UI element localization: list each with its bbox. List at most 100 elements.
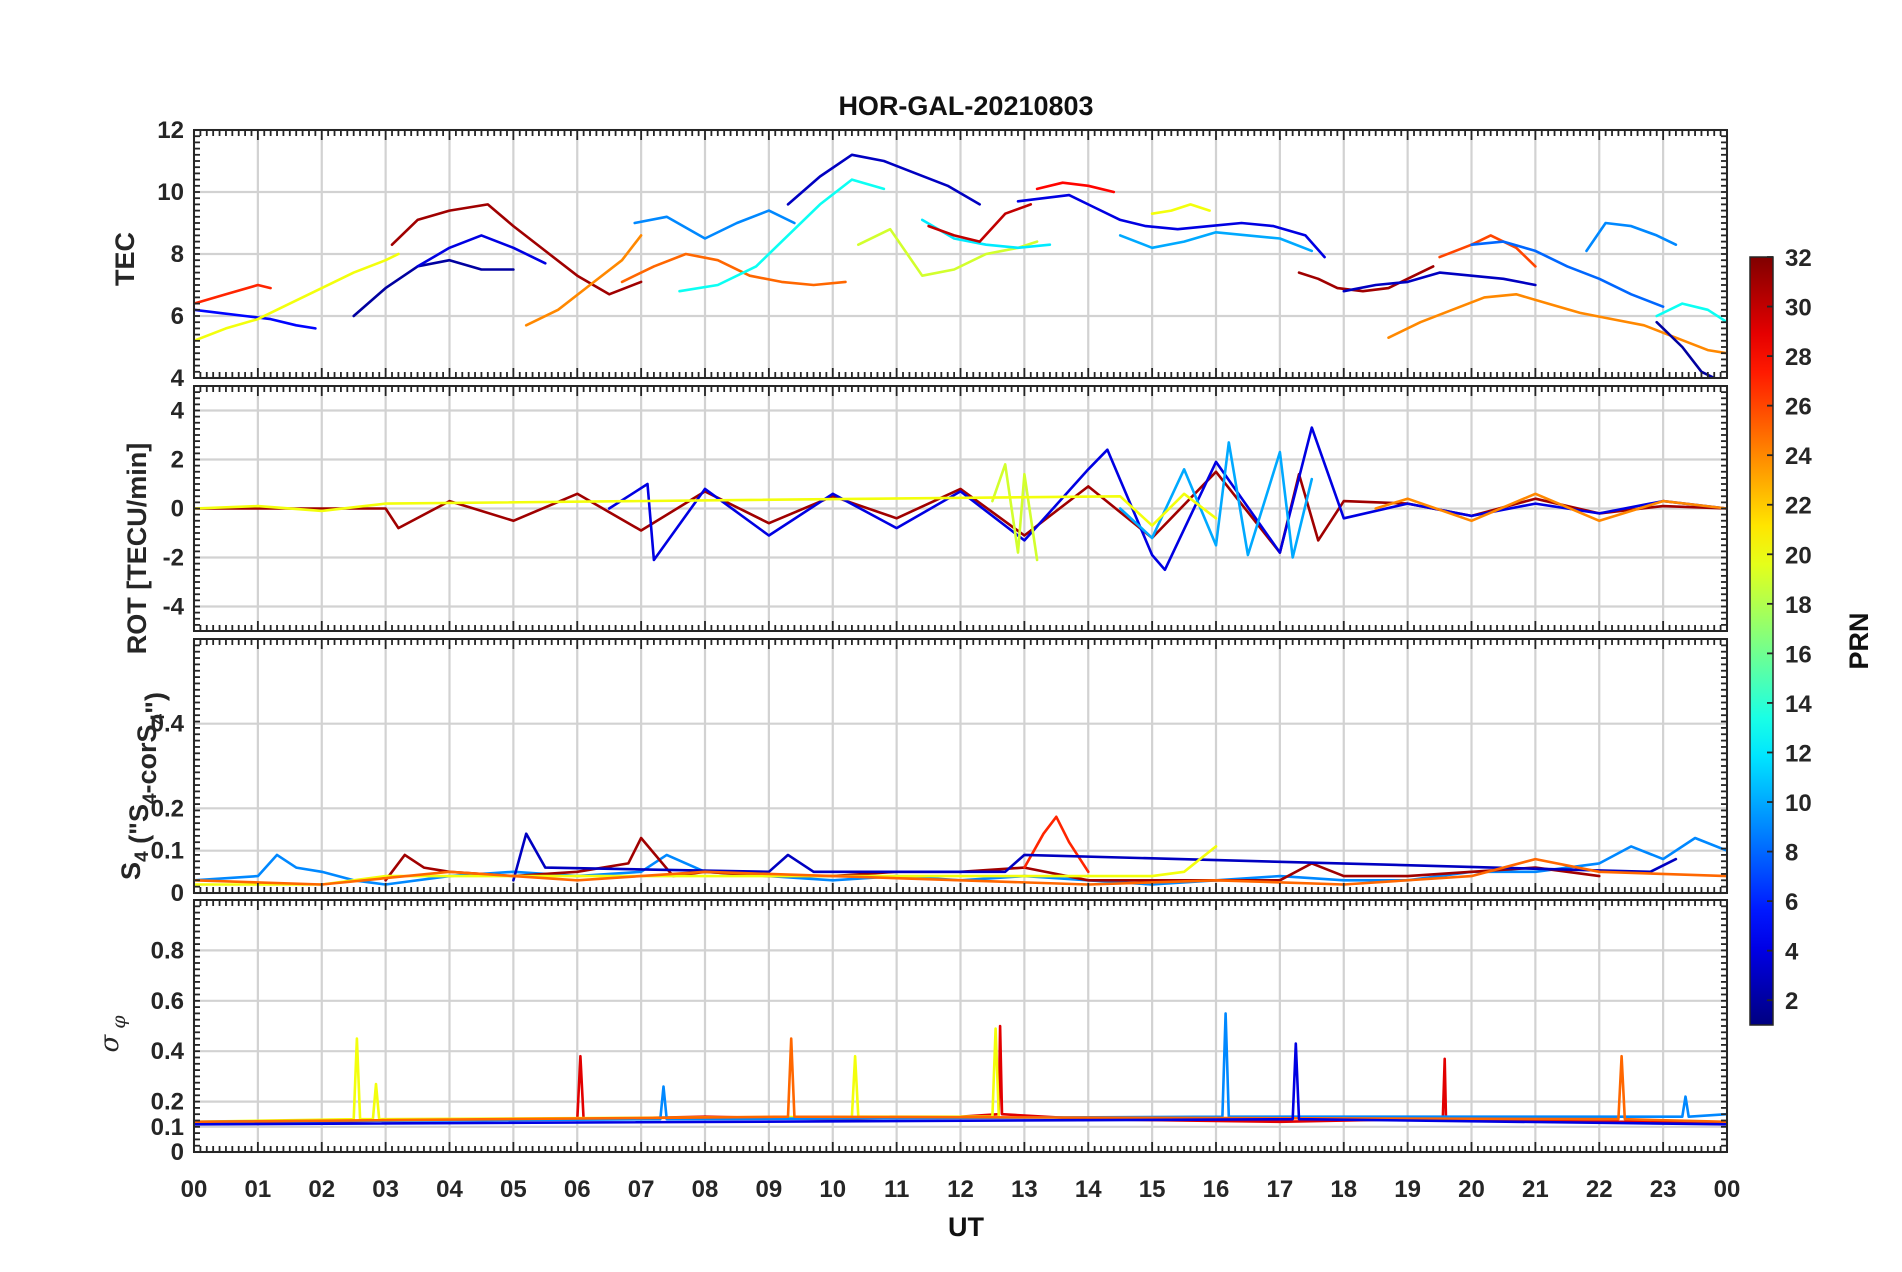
colorbar-tick-label: 4 [1785, 939, 1799, 966]
x-tick-label: 15 [1139, 1176, 1166, 1203]
y-axis-label-rot: ROT [TECU/min] [122, 443, 152, 654]
panel-frame [193, 129, 1728, 379]
series-line-prn-28 [1035, 181, 1116, 194]
colorbar-tick-label: 30 [1785, 295, 1812, 322]
panel-tec: 4 6 8 10 12 TEC [110, 117, 1729, 392]
series-line-prn-20 [194, 252, 400, 343]
x-tick-label: 13 [1011, 1176, 1038, 1203]
y-tick-label: 8 [171, 241, 184, 268]
x-tick-label: 05 [500, 1176, 527, 1203]
y-tick-label: -2 [163, 545, 184, 572]
x-axis-label: UT [948, 1212, 984, 1242]
series-line-prn-29 [194, 1024, 1727, 1124]
series-line-prn-20 [194, 1027, 1001, 1124]
series-line-prn-31 [1297, 265, 1435, 293]
y-tick-label: 0 [171, 880, 184, 907]
colorbar-tick-label: 22 [1785, 493, 1812, 520]
series-line-prn-4 [416, 234, 547, 268]
x-tick-label: 06 [564, 1176, 591, 1203]
panel-frame [193, 899, 1728, 1153]
colorbar-tick-label: 6 [1785, 889, 1798, 916]
x-tick-label: 21 [1522, 1176, 1549, 1203]
y-axis-label-sigma: σ φ [95, 1015, 130, 1053]
y-tick-label: 0.8 [151, 937, 184, 964]
y-tick-label: 0.1 [151, 1114, 184, 1141]
x-tick-label: 09 [756, 1176, 783, 1203]
x-tick-label: 02 [308, 1176, 335, 1203]
chart-title: HOR-GAL-20210803 [838, 91, 1093, 121]
series-group [194, 1012, 1727, 1126]
y-tick-label: 4 [171, 365, 185, 392]
series-line-prn-4 [1016, 193, 1326, 259]
y-tick-label: -4 [163, 594, 185, 621]
x-tick-label: 23 [1650, 1176, 1677, 1203]
y-tick-label: 0.6 [151, 988, 184, 1015]
colorbar-tick-label: 18 [1785, 592, 1812, 619]
x-tick-label: 17 [1267, 1176, 1294, 1203]
colorbar-tick-label: 24 [1785, 443, 1812, 470]
y-tick-label: 0 [171, 496, 184, 523]
y-tick-label: 0.4 [151, 1038, 185, 1065]
series-line-prn-20 [1150, 203, 1211, 215]
x-tick-label: 08 [692, 1176, 719, 1203]
panel-s4: 0 0.1 0.2 0.4S4 ("S4-corS4") [116, 638, 1729, 907]
series-line-prn-25 [620, 252, 847, 287]
x-tick-label: 16 [1203, 1176, 1230, 1203]
panel-frame [193, 638, 1728, 894]
x-tick-label: 07 [628, 1176, 655, 1203]
series-line-prn-30 [927, 203, 1033, 243]
y-tick-label: 0.2 [151, 795, 184, 822]
y-tick-label: 0.2 [151, 1089, 184, 1116]
y-axis-label-tec: TEC [110, 232, 140, 286]
series-line-prn-3 [786, 153, 982, 206]
x-tick-label: 10 [819, 1176, 846, 1203]
y-tick-label: 2 [171, 447, 184, 474]
x-tick-label: 03 [372, 1176, 399, 1203]
series-line-prn-24 [1387, 292, 1727, 355]
colorbar-tick-label: 26 [1785, 394, 1812, 421]
x-tick-label: 22 [1586, 1176, 1613, 1203]
colorbar-tick-label: 32 [1785, 245, 1812, 272]
series-line-prn-2 [1655, 320, 1718, 378]
x-tick-label: 19 [1394, 1176, 1421, 1203]
series-line-prn-20 [194, 845, 1218, 886]
y-tick-label: 12 [157, 117, 184, 144]
colorbar-tick-label: 8 [1785, 840, 1798, 867]
y-tick-label: 6 [171, 303, 184, 330]
series-line-prn-24 [1374, 492, 1727, 523]
series-group [194, 153, 1727, 378]
series-group [194, 815, 1727, 886]
series-line-prn-2 [352, 258, 515, 318]
x-tick-label: 04 [436, 1176, 463, 1203]
series-line-prn-19 [991, 463, 1039, 562]
y-tick-label: 0.1 [151, 838, 184, 865]
x-tick-label: 01 [245, 1176, 272, 1203]
series-line-prn-26 [1438, 234, 1537, 268]
x-tick-label: 20 [1458, 1176, 1485, 1203]
series-line-prn-27 [194, 283, 272, 305]
series-line-prn-3 [1342, 271, 1537, 293]
series-line-prn-3 [512, 832, 1678, 882]
series-line-prn-20 [194, 492, 1218, 527]
colorbar-tick-label: 2 [1785, 988, 1798, 1015]
colorbar-tick-label: 16 [1785, 641, 1812, 668]
x-tick-label: 11 [884, 1176, 909, 1203]
series-line-prn-25 [194, 1037, 1727, 1124]
series-line-prn-27 [1023, 815, 1090, 874]
series-line-prn-13 [1655, 302, 1727, 324]
y-tick-label: 10 [157, 179, 184, 206]
series-line-prn-25 [194, 857, 1727, 886]
colorbar-label: PRN [1844, 612, 1874, 669]
x-tick-label: 12 [947, 1176, 974, 1203]
series-line-prn-5 [194, 308, 317, 330]
y-axis-label-s4: S4 ("S4-corS4") [116, 692, 170, 880]
colorbar-tick-label: 12 [1785, 740, 1812, 767]
x-tick-label: 14 [1075, 1176, 1102, 1203]
x-tick-label: 00 [181, 1176, 208, 1203]
y-tick-label: 0 [171, 1139, 184, 1166]
x-tick-label: 00 [1714, 1176, 1741, 1203]
colorbar-gradient [1749, 256, 1774, 1026]
series-line-prn-9 [633, 209, 796, 240]
